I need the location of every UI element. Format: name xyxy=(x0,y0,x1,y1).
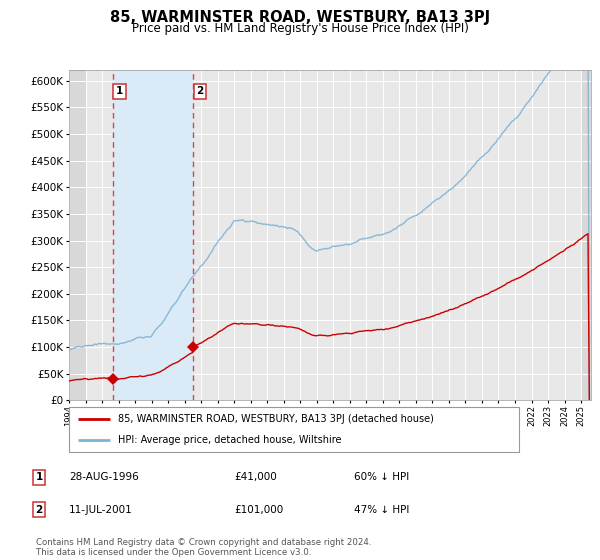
Text: 85, WARMINSTER ROAD, WESTBURY, BA13 3PJ (detached house): 85, WARMINSTER ROAD, WESTBURY, BA13 3PJ … xyxy=(119,414,434,424)
Text: 1: 1 xyxy=(35,472,43,482)
Text: 1: 1 xyxy=(116,86,123,96)
Text: 11-JUL-2001: 11-JUL-2001 xyxy=(69,505,133,515)
Text: 60% ↓ HPI: 60% ↓ HPI xyxy=(354,472,409,482)
Text: HPI: Average price, detached house, Wiltshire: HPI: Average price, detached house, Wilt… xyxy=(119,435,342,445)
Text: £41,000: £41,000 xyxy=(234,472,277,482)
Text: 2: 2 xyxy=(35,505,43,515)
FancyBboxPatch shape xyxy=(69,407,519,452)
Text: Price paid vs. HM Land Registry's House Price Index (HPI): Price paid vs. HM Land Registry's House … xyxy=(131,22,469,35)
Text: 28-AUG-1996: 28-AUG-1996 xyxy=(69,472,139,482)
Text: 85, WARMINSTER ROAD, WESTBURY, BA13 3PJ: 85, WARMINSTER ROAD, WESTBURY, BA13 3PJ xyxy=(110,10,490,25)
Text: 2: 2 xyxy=(196,86,203,96)
Text: 47% ↓ HPI: 47% ↓ HPI xyxy=(354,505,409,515)
Bar xyxy=(581,70,591,400)
Text: Contains HM Land Registry data © Crown copyright and database right 2024.
This d: Contains HM Land Registry data © Crown c… xyxy=(36,538,371,557)
Bar xyxy=(69,70,86,400)
Bar xyxy=(113,70,193,400)
Text: £101,000: £101,000 xyxy=(234,505,283,515)
